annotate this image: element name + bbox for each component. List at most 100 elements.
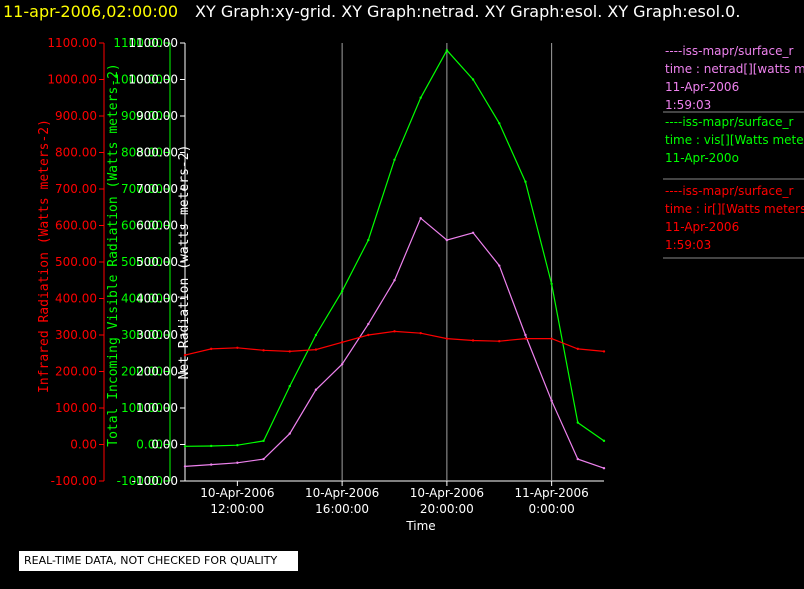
x-axis-label: Time [405, 519, 435, 533]
y-tick-label-vis: 200.00 [121, 365, 163, 379]
legend-line1: ----iss-mapr/surface_r [665, 184, 793, 198]
series-point-net [498, 264, 501, 267]
y-tick-label-net: 400.00 [136, 292, 178, 306]
series-point-net [314, 388, 318, 391]
y-tick-label-vis: 100.00 [121, 401, 163, 415]
y-tick-label-ir: 700.00 [55, 182, 97, 196]
series-point-ir [314, 348, 318, 351]
y-tick-label-vis: 600.00 [121, 219, 163, 233]
x-tick-time: 16:00:00 [315, 502, 369, 516]
series-point-net [367, 322, 370, 326]
series-point-net [209, 463, 213, 466]
series-point-ir [550, 337, 553, 340]
series-line-vis [184, 49, 605, 447]
series-point-vis [314, 333, 318, 337]
series-point-ir [498, 340, 501, 343]
series-point-net [393, 279, 396, 282]
y-tick-label-vis: -100.00 [117, 474, 163, 488]
y-tick-label-vis: 700.00 [121, 182, 163, 196]
y-tick-label-net: -100.00 [132, 474, 178, 488]
series-point-ir [524, 337, 527, 340]
y-tick-label-ir: -100.00 [51, 474, 97, 488]
series-point-ir [262, 349, 265, 352]
legend-line4: 1:59:03 [665, 98, 711, 112]
series-point-vis [498, 122, 501, 125]
legend-line3: 11-Apr-2006 [665, 220, 739, 234]
legend-line3: 11-Apr-2006 [665, 80, 739, 94]
legend-line2: time : vis[][Watts meter [665, 133, 804, 147]
legend-line2: time : netrad[][watts me [665, 62, 804, 76]
series-point-vis [602, 439, 606, 443]
y-tick-label-net: 1100.00 [128, 36, 178, 50]
series-point-ir [236, 346, 239, 349]
series-point-ir [602, 350, 606, 353]
series-point-net [602, 467, 606, 470]
x-tick-date: 10-Apr-2006 [200, 486, 274, 500]
series-point-net [288, 432, 291, 435]
y-tick-label-ir: 200.00 [55, 365, 97, 379]
series-point-vis [471, 78, 475, 81]
y-tick-label-net: 100.00 [136, 401, 178, 415]
series-point-ir [445, 337, 449, 340]
series-point-vis [550, 282, 553, 286]
y-tick-label-vis: 900.00 [121, 109, 163, 123]
y-axis-title-vis: Total Incoming Visible Radiation (Watts … [106, 63, 121, 447]
legend-line2: time : ir[][Watts meters [665, 202, 804, 216]
series-point-vis [367, 238, 370, 242]
series-point-ir [576, 347, 580, 351]
series-point-vis [236, 444, 239, 447]
y-tick-label-net: 200.00 [136, 365, 178, 379]
header-graph-list: XY Graph:xy-grid. XY Graph:netrad. XY Gr… [195, 2, 740, 21]
header-timestamp: 11-apr-2006,02:00:00 [3, 2, 178, 21]
series-point-net [445, 238, 449, 242]
series-point-net [576, 457, 580, 461]
legend: ----iss-mapr/surface_r time : netrad[][wa… [663, 44, 804, 259]
y-tick-label-ir: 500.00 [55, 255, 97, 269]
series-point-ir [288, 350, 291, 353]
y-tick-label-vis: 400.00 [121, 292, 163, 306]
y-tick-label-ir: 1000.00 [47, 73, 97, 87]
y-tick-label-ir: 1100.00 [47, 36, 97, 50]
series-point-net [419, 217, 422, 220]
y-axis-title-ir: Infrared Radiation (Watts meters-2) [37, 119, 52, 393]
x-tick-time: 0:00:00 [528, 502, 574, 516]
y-tick-label-ir: 0.00 [70, 438, 97, 452]
y-tick-label-ir: 900.00 [55, 109, 97, 123]
series-point-ir [183, 353, 187, 357]
plot-area [183, 49, 606, 470]
series-point-net [262, 457, 265, 461]
y-tick-label-net: 1000.00 [128, 73, 178, 87]
series-point-net [340, 363, 344, 366]
y-tick-label-net: 300.00 [136, 328, 178, 342]
series-point-net [550, 399, 553, 402]
series-point-vis [340, 290, 344, 293]
series-point-net [471, 231, 475, 234]
y-tick-label-vis: 800.00 [121, 146, 163, 160]
x-tick-time: 20:00:00 [420, 502, 474, 516]
y-tick-label-ir: 800.00 [55, 146, 97, 160]
series-point-ir [393, 330, 396, 333]
y-tick-label-vis: 0.00 [136, 438, 163, 452]
series-point-ir [419, 331, 422, 335]
series-point-net [183, 465, 187, 468]
y-tick-label-ir: 400.00 [55, 292, 97, 306]
series-point-vis [262, 439, 265, 443]
axes-group: -100.00 0.00 100.00 200.00 300.00 400.00 500.0… [37, 36, 604, 516]
y-tick-label-net: 800.00 [136, 146, 178, 160]
y-tick-label-net: 900.00 [136, 109, 178, 123]
y-tick-label-net: 500.00 [136, 255, 178, 269]
series-point-net [524, 333, 527, 337]
series-point-vis [288, 384, 291, 388]
legend-line4: 1:59:03 [665, 238, 711, 252]
series-point-vis [209, 444, 213, 448]
series-point-vis [524, 180, 527, 183]
x-tick-date: 11-Apr-2006 [515, 486, 589, 500]
y-tick-label-ir: 100.00 [55, 401, 97, 415]
series-point-vis [393, 158, 396, 161]
series-point-vis [576, 421, 580, 424]
series-point-ir [209, 347, 213, 351]
legend-line3: 11-Apr-200o [665, 151, 739, 165]
series-point-vis [419, 96, 422, 99]
y-tick-label-net: 0.00 [151, 438, 178, 452]
